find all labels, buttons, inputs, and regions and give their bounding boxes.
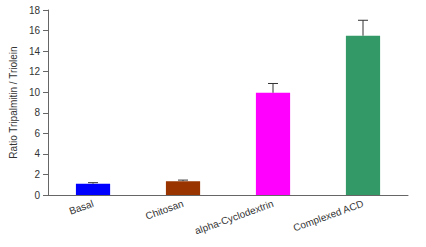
svg-text:14: 14 — [29, 46, 41, 57]
svg-text:2: 2 — [34, 169, 40, 180]
svg-text:6: 6 — [34, 128, 40, 139]
svg-text:0: 0 — [34, 190, 40, 201]
svg-text:12: 12 — [29, 66, 41, 77]
svg-text:alpha-Cyclodextrin: alpha-Cyclodextrin — [193, 198, 275, 237]
svg-text:16: 16 — [29, 25, 41, 36]
svg-text:18: 18 — [29, 5, 41, 16]
svg-text:Chitosan: Chitosan — [144, 198, 185, 222]
svg-text:10: 10 — [29, 87, 41, 98]
svg-text:Basal: Basal — [68, 198, 95, 217]
svg-text:Complexed ACD: Complexed ACD — [292, 198, 365, 234]
svg-text:8: 8 — [34, 107, 40, 118]
svg-text:4: 4 — [34, 148, 40, 159]
svg-text:Ratio Tripalmitin / Triolein: Ratio Tripalmitin / Triolein — [8, 46, 19, 158]
